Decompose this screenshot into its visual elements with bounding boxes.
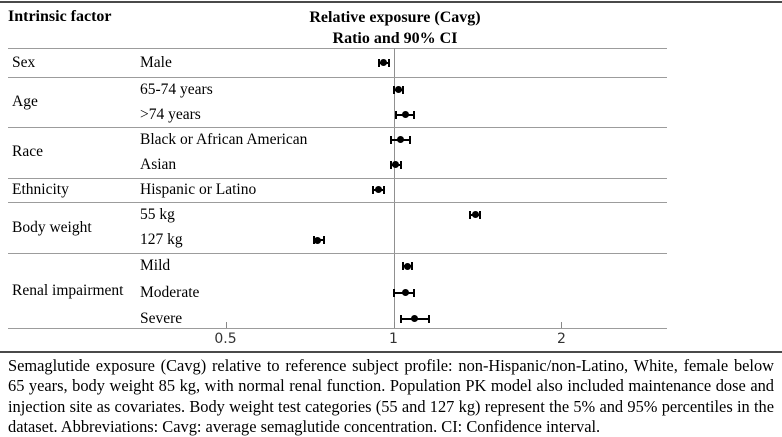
factor-label: Race (12, 143, 43, 161)
point-estimate-marker (380, 59, 388, 66)
point-estimate-marker (401, 111, 409, 118)
row-separator-line (8, 177, 667, 179)
caption-line: 65 years, body weight 85 kg, with normal… (8, 376, 774, 396)
ci-cap-high (399, 160, 402, 169)
ci-cap-high (428, 314, 431, 323)
caption-line: injection site as covariates. Body weigh… (8, 396, 774, 416)
point-estimate-marker (401, 289, 409, 296)
chart-area: Sex Male Age 65-74 years >74 years Race Black … (8, 48, 667, 347)
x-axis-tick-label: 0.5 (214, 331, 237, 347)
x-axis-tick-label: 1 (389, 331, 398, 347)
category-label: Hispanic or Latino (140, 180, 257, 198)
point-estimate-marker (375, 186, 382, 194)
category-label: Moderate (140, 283, 200, 301)
ci-cap-high (387, 58, 390, 67)
row-separator-line (8, 202, 667, 203)
ci-cap-low (394, 110, 397, 119)
x-axis-tick (393, 322, 395, 328)
row-separator-line (8, 48, 667, 49)
x-axis-tick-label: 2 (557, 331, 566, 347)
ci-cap-high (479, 210, 482, 219)
category-label: 65-74 years (140, 80, 213, 98)
category-label: Severe (140, 309, 183, 327)
ci-cap-low (377, 58, 380, 67)
point-estimate-marker (404, 262, 412, 270)
top-border-line (0, 1, 782, 3)
point-estimate-marker (313, 236, 321, 244)
category-label: Mild (140, 257, 171, 275)
ci-cap-low (390, 160, 393, 169)
ci-cap-low (372, 185, 375, 194)
x-axis-tick (561, 322, 563, 328)
ci-cap-high (322, 236, 325, 245)
caption-line: Semaglutide exposure (Cavg) relative to … (8, 356, 774, 375)
category-label: 55 kg (140, 205, 175, 223)
factor-label: Sex (12, 53, 36, 71)
caption-line: dataset. Abbreviations: Cavg: average se… (8, 417, 601, 437)
category-label: Black or African American (140, 130, 308, 148)
ci-cap-low (468, 210, 471, 219)
plot-title-line1: Relative exposure (Cavg) (309, 9, 481, 26)
category-label: >74 years (140, 105, 201, 123)
ci-cap-low (399, 314, 402, 323)
column1-header: Intrinsic factor (8, 8, 112, 25)
ci-cap-low (402, 262, 404, 271)
point-estimate-marker (410, 315, 418, 323)
factor-label: Ethnicity (12, 180, 69, 198)
ci-cap-high (411, 262, 414, 271)
caption-separator-line (0, 351, 782, 353)
ci-cap-low (392, 85, 395, 94)
factor-label: Age (12, 93, 38, 110)
ci-cap-low (392, 288, 395, 297)
ci-cap-high (402, 85, 404, 94)
reference-line (394, 48, 395, 328)
x-axis-line (8, 328, 667, 329)
category-label: Asian (140, 155, 177, 173)
plot-title-line2: Ratio and 90% CI (332, 30, 458, 47)
row-separator-line (8, 77, 667, 78)
plot-title: Relative exposure (Cavg) Ratio and 90% C… (195, 7, 595, 49)
point-estimate-marker (471, 211, 479, 219)
point-estimate-marker (397, 136, 405, 144)
x-axis-tick (225, 322, 227, 328)
point-estimate-marker (394, 86, 402, 93)
row-separator-line (8, 253, 667, 254)
category-label: Male (140, 53, 172, 71)
ci-cap-low (390, 135, 393, 144)
figure-caption: Semaglutide exposure (Cavg) relative to … (8, 356, 774, 437)
category-label: 127 kg (140, 231, 183, 249)
factor-label: Body weight (12, 218, 92, 236)
ci-cap-high (413, 288, 416, 297)
point-estimate-marker (392, 161, 400, 169)
factor-label: Renal impairment (12, 281, 124, 299)
ci-cap-high (408, 135, 411, 144)
row-separator-line (8, 127, 667, 128)
ci-cap-high (382, 185, 385, 194)
ci-cap-high (413, 110, 416, 119)
